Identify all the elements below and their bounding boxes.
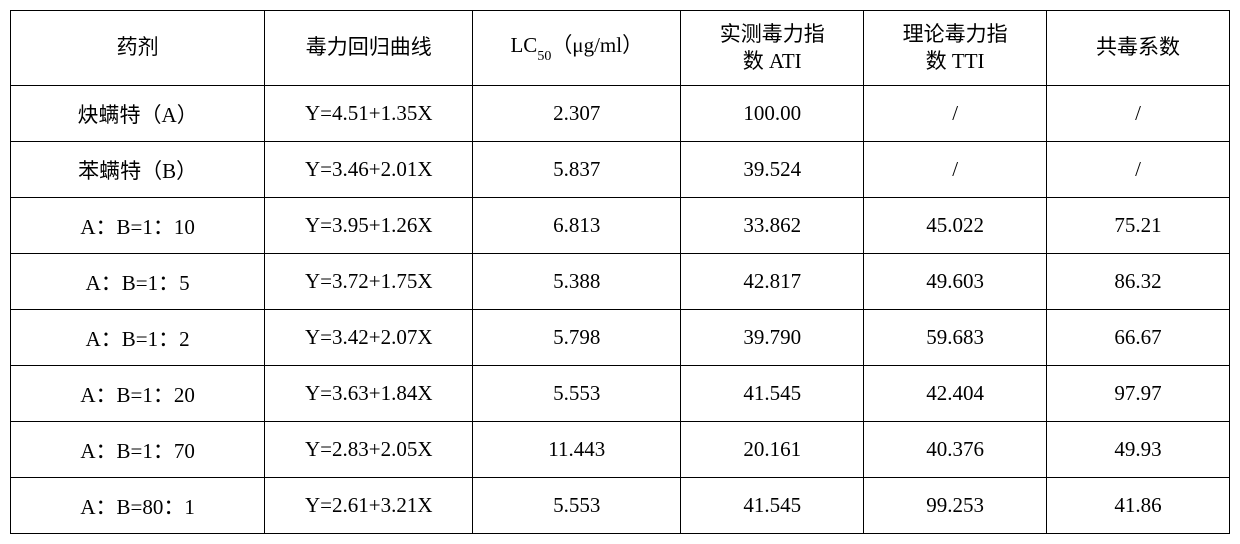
cell-agent: A：B=1：2: [11, 310, 265, 366]
cell-cotox: /: [1047, 86, 1230, 142]
cell-ati: 41.545: [681, 366, 864, 422]
cell-cotox: 75.21: [1047, 198, 1230, 254]
cell-ati: 39.790: [681, 310, 864, 366]
col-agent: 药剂: [11, 11, 265, 86]
cell-agent: A：B=80：1: [11, 478, 265, 534]
cell-lc50: 5.553: [473, 478, 681, 534]
cell-agent: A：B=1：10: [11, 198, 265, 254]
col-lc50: LC50（μg/ml）: [473, 11, 681, 86]
cell-regression: Y=2.83+2.05X: [265, 422, 473, 478]
table-row: A：B=1：20 Y=3.63+1.84X 5.553 41.545 42.40…: [11, 366, 1230, 422]
lc50-suffix: （μg/ml）: [551, 33, 643, 57]
cell-cotox: 49.93: [1047, 422, 1230, 478]
cell-agent: A：B=1：20: [11, 366, 265, 422]
cell-cotox: 66.67: [1047, 310, 1230, 366]
cell-lc50: 5.388: [473, 254, 681, 310]
cell-lc50: 5.837: [473, 142, 681, 198]
cell-agent: 苯螨特（B）: [11, 142, 265, 198]
col-regression: 毒力回归曲线: [265, 11, 473, 86]
cell-tti: /: [864, 142, 1047, 198]
cell-tti: 42.404: [864, 366, 1047, 422]
cell-lc50: 5.553: [473, 366, 681, 422]
table-row: A：B=1：70 Y=2.83+2.05X 11.443 20.161 40.3…: [11, 422, 1230, 478]
cell-tti: 45.022: [864, 198, 1047, 254]
col-tti: 理论毒力指 数 TTI: [864, 11, 1047, 86]
cell-ati: 20.161: [681, 422, 864, 478]
col-ati: 实测毒力指 数 ATI: [681, 11, 864, 86]
ati-line2: 数 ATI: [743, 49, 802, 73]
table-row: A：B=1：10 Y=3.95+1.26X 6.813 33.862 45.02…: [11, 198, 1230, 254]
cell-agent: 炔螨特（A）: [11, 86, 265, 142]
cell-ati: 42.817: [681, 254, 864, 310]
cell-lc50: 11.443: [473, 422, 681, 478]
cell-tti: 49.603: [864, 254, 1047, 310]
cell-ati: 41.545: [681, 478, 864, 534]
ati-line1: 实测毒力指: [720, 22, 825, 46]
table-row: A：B=1：2 Y=3.42+2.07X 5.798 39.790 59.683…: [11, 310, 1230, 366]
cell-lc50: 5.798: [473, 310, 681, 366]
cell-regression: Y=3.63+1.84X: [265, 366, 473, 422]
toxicity-table: 药剂 毒力回归曲线 LC50（μg/ml） 实测毒力指 数 ATI 理论毒力指 …: [10, 10, 1230, 534]
col-cotox: 共毒系数: [1047, 11, 1230, 86]
cell-cotox: 41.86: [1047, 478, 1230, 534]
cell-agent: A：B=1：70: [11, 422, 265, 478]
table-header-row: 药剂 毒力回归曲线 LC50（μg/ml） 实测毒力指 数 ATI 理论毒力指 …: [11, 11, 1230, 86]
cell-regression: Y=3.95+1.26X: [265, 198, 473, 254]
cell-cotox: /: [1047, 142, 1230, 198]
cell-tti: 40.376: [864, 422, 1047, 478]
cell-cotox: 97.97: [1047, 366, 1230, 422]
cell-ati: 100.00: [681, 86, 864, 142]
cell-regression: Y=2.61+3.21X: [265, 478, 473, 534]
cell-tti: /: [864, 86, 1047, 142]
cell-regression: Y=3.42+2.07X: [265, 310, 473, 366]
tti-line2: 数 TTI: [926, 49, 985, 73]
cell-agent: A：B=1：5: [11, 254, 265, 310]
cell-cotox: 86.32: [1047, 254, 1230, 310]
cell-ati: 33.862: [681, 198, 864, 254]
table-row: 炔螨特（A） Y=4.51+1.35X 2.307 100.00 / /: [11, 86, 1230, 142]
lc50-prefix: LC: [510, 33, 537, 57]
lc50-sub: 50: [537, 49, 551, 64]
table-row: A：B=80：1 Y=2.61+3.21X 5.553 41.545 99.25…: [11, 478, 1230, 534]
table-row: 苯螨特（B） Y=3.46+2.01X 5.837 39.524 / /: [11, 142, 1230, 198]
cell-tti: 99.253: [864, 478, 1047, 534]
cell-ati: 39.524: [681, 142, 864, 198]
cell-tti: 59.683: [864, 310, 1047, 366]
table-row: A：B=1：5 Y=3.72+1.75X 5.388 42.817 49.603…: [11, 254, 1230, 310]
table-body: 炔螨特（A） Y=4.51+1.35X 2.307 100.00 / / 苯螨特…: [11, 86, 1230, 534]
tti-line1: 理论毒力指: [903, 22, 1008, 46]
cell-regression: Y=4.51+1.35X: [265, 86, 473, 142]
cell-lc50: 2.307: [473, 86, 681, 142]
cell-regression: Y=3.46+2.01X: [265, 142, 473, 198]
cell-lc50: 6.813: [473, 198, 681, 254]
cell-regression: Y=3.72+1.75X: [265, 254, 473, 310]
